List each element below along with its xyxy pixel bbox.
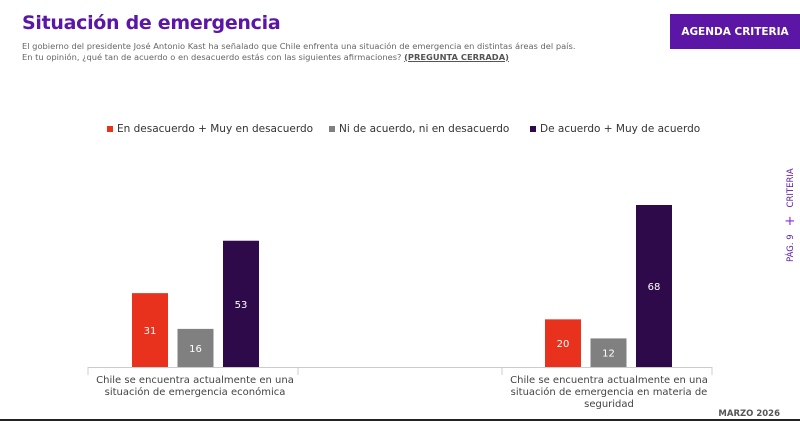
agenda-criteria-button[interactable]: AGENDA CRITERIA [670, 14, 800, 49]
bar [590, 338, 627, 367]
bar [132, 293, 168, 367]
legend-swatch [329, 126, 335, 132]
side-brand: PÁG. 9 + CRITERIA [783, 168, 798, 262]
date-label: MARZO 2026 [718, 409, 780, 419]
legend-swatch [530, 126, 536, 132]
divider [0, 419, 800, 421]
subtitle: El gobierno del presidente José Antonio … [22, 41, 576, 62]
legend-item: En desacuerdo + Muy en desacuerdo [107, 123, 313, 135]
category-label: Chile se encuentra actualmente en una si… [96, 375, 294, 398]
category-label: Chile se encuentra actualmente en una si… [510, 375, 708, 410]
legend-item: Ni de acuerdo, ni en desacuerdo [329, 123, 509, 135]
bar [177, 328, 214, 367]
legend-item: De acuerdo + Muy de acuerdo [530, 123, 700, 135]
page-title: Situación de emergencia [22, 12, 281, 34]
question-tag: (PREGUNTA CERRADA) [404, 51, 509, 62]
data-label: 16 [189, 344, 202, 355]
data-label: 68 [648, 282, 661, 293]
data-label: 12 [602, 349, 615, 360]
bar [223, 240, 259, 367]
data-label: 20 [557, 339, 570, 350]
plus-icon: + [783, 215, 798, 227]
data-label: 31 [144, 326, 157, 337]
bar [636, 205, 672, 367]
legend-swatch [107, 126, 113, 132]
bar [545, 319, 581, 367]
data-label: 53 [235, 300, 248, 311]
